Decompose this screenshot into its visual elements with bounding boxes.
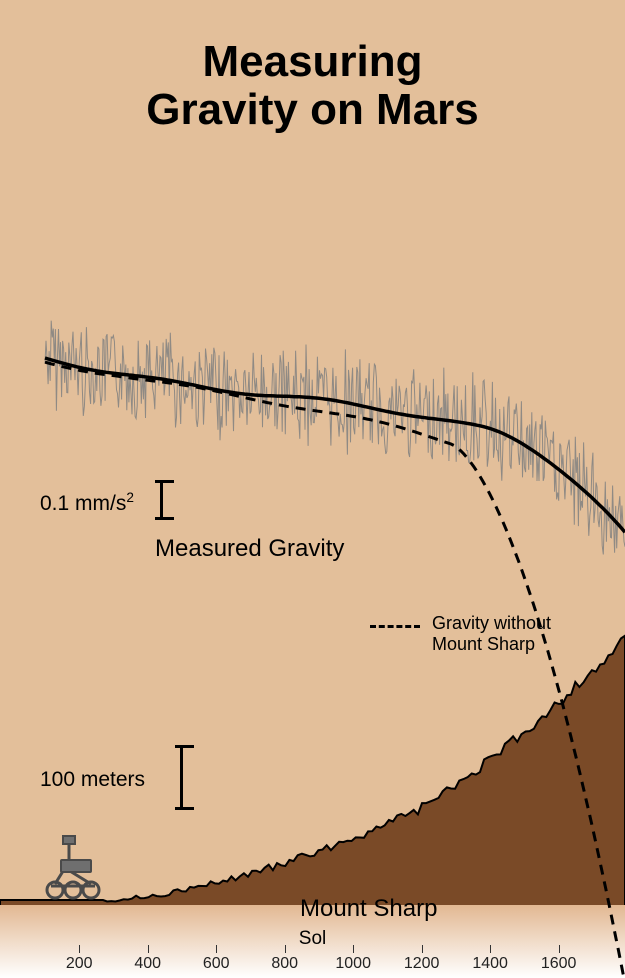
legend-dashed-line2: Mount Sharp [432, 634, 535, 654]
axis-tick-label: 1200 [402, 955, 442, 973]
chart-svg-layer [0, 0, 625, 978]
legend-dashed-line-icon [370, 625, 420, 628]
axis-tick-line [559, 945, 560, 953]
x-axis-title: Sol [0, 928, 625, 950]
axis-tick-label: 1600 [539, 955, 579, 973]
title-line1: Measuring [202, 37, 422, 86]
axis-tick-label: 800 [265, 955, 305, 973]
axis-tick-label: 1400 [470, 955, 510, 973]
measured-gravity-label: Measured Gravity [155, 535, 344, 563]
axis-tick-line [79, 945, 80, 953]
mount-sharp-label: Mount Sharp [300, 895, 437, 923]
axis-tick-line [285, 945, 286, 953]
gravity-scale-label: 0.1 mm/s2 [40, 490, 134, 516]
gravity-scale-bar [160, 480, 163, 520]
legend-dashed-line1: Gravity without [432, 613, 551, 633]
axis-tick-line [490, 945, 491, 953]
title-line2: Gravity on Mars [146, 85, 479, 134]
elevation-scale-label: 100 meters [40, 768, 145, 792]
page-title: Measuring Gravity on Mars [0, 38, 625, 135]
axis-tick-line [353, 945, 354, 953]
legend-dashed-label: Gravity without Mount Sharp [432, 613, 551, 654]
axis-tick-line [148, 945, 149, 953]
rover-icon [47, 836, 99, 898]
axis-tick-label: 400 [128, 955, 168, 973]
axis-tick-line [216, 945, 217, 953]
axis-tick-line [422, 945, 423, 953]
infographic-canvas: Measuring Gravity on Mars 0.1 mm/s2 Meas… [0, 0, 625, 978]
axis-tick-label: 1000 [333, 955, 373, 973]
axis-tick-label: 200 [59, 955, 99, 973]
elevation-scale-bar [180, 745, 183, 810]
axis-tick-label: 600 [196, 955, 236, 973]
